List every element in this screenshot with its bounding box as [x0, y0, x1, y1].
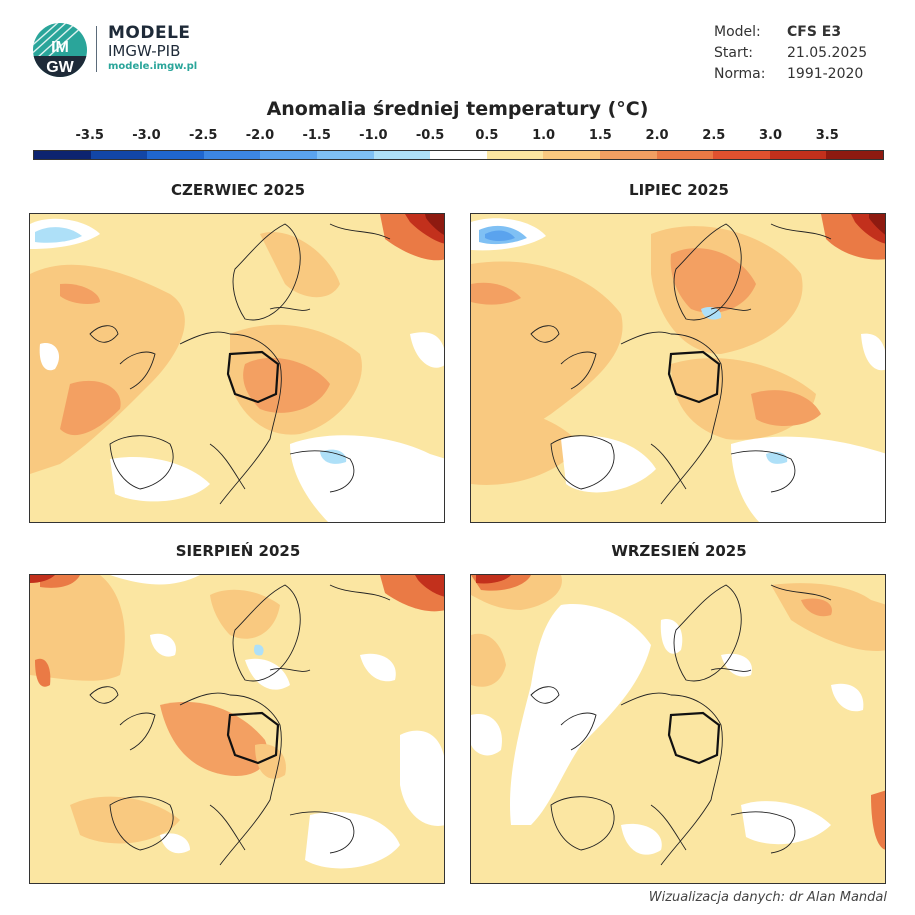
norm-value: 1991-2020 — [787, 66, 864, 82]
colorbar-segment — [543, 151, 600, 159]
colorbar-tick-label: -1.5 — [302, 128, 331, 143]
colorbar — [33, 150, 884, 160]
colorbar-tick-label: 3.0 — [759, 128, 783, 143]
map-panel-2 — [470, 213, 886, 523]
colorbar-tick-label: 2.5 — [702, 128, 726, 143]
colorbar-segment — [430, 151, 487, 159]
colorbar-segment — [373, 151, 431, 159]
colorbar-segment — [34, 151, 91, 159]
colorbar-segment — [203, 151, 261, 159]
colorbar-segment — [769, 151, 827, 159]
colorbar-segment — [90, 151, 148, 159]
colorbar-tick-label: 1.0 — [532, 128, 556, 143]
visualization-credit: Wizualizacja danych: dr Alan Mandal — [648, 890, 887, 905]
logo-text-bottom: GW — [46, 59, 74, 76]
map-panel-4 — [470, 574, 886, 884]
panel-title-3: SIERPIEŃ 2025 — [175, 542, 301, 560]
panel-title-1: CZERWIEC 2025 — [170, 181, 306, 199]
colorbar-tick-label: -0.5 — [415, 128, 445, 143]
brand-block: MODELE IMGW-PIB modele.imgw.pl — [108, 24, 197, 74]
main-title: Anomalia średniej temperatury (°C) — [266, 98, 649, 120]
colorbar-segment — [147, 151, 204, 159]
model-value: CFS E3 — [787, 24, 842, 40]
colorbar-tick-label: -2.5 — [188, 128, 218, 143]
panel-title-2: LIPIEC 2025 — [629, 181, 729, 199]
imgw-logo: IM GW — [32, 22, 88, 78]
colorbar-tick-label: 3.5 — [815, 128, 839, 143]
colorbar-segment — [826, 151, 883, 159]
colorbar-tick-label: -3.5 — [75, 128, 104, 143]
colorbar-tick-label: -2.0 — [245, 128, 275, 143]
colorbar-tick-label: -1.0 — [359, 128, 388, 143]
brand-subtitle: IMGW-PIB — [108, 42, 181, 60]
map-panel-1 — [29, 213, 445, 523]
logo-divider — [96, 26, 97, 72]
colorbar-tick-label: 0.5 — [475, 128, 499, 143]
colorbar-segment — [316, 151, 374, 159]
brand-url-link[interactable]: modele.imgw.pl — [108, 61, 198, 72]
colorbar-tick-label: 2.0 — [645, 128, 669, 143]
brand-title: MODELE — [108, 23, 191, 43]
colorbar-segment — [656, 151, 714, 159]
colorbar-tick-label: 1.5 — [588, 128, 612, 143]
colorbar-segment — [260, 151, 317, 159]
colorbar-labels: -3.5 -3.0 -2.5 -2.0 -1.5 -1.0 -0.5 0.5 1.0 1.5 2.0… — [0, 128, 915, 146]
start-value: 21.05.2025 — [787, 45, 868, 61]
colorbar-segment — [713, 151, 770, 159]
map-panel-3 — [29, 574, 445, 884]
colorbar-tick-label: -3.0 — [132, 128, 161, 143]
colorbar-segment — [599, 151, 657, 159]
run-metadata: Model: CFS E3 Start: 21.05.2025 Norma: 1991… — [714, 22, 867, 85]
norm-label: Norma: — [714, 66, 766, 82]
logo-text-top: IM — [51, 39, 69, 56]
model-label: Model: — [714, 24, 761, 40]
start-label: Start: — [714, 45, 753, 61]
panel-title-4: WRZESIEŃ 2025 — [611, 542, 747, 560]
colorbar-segment — [486, 151, 544, 159]
